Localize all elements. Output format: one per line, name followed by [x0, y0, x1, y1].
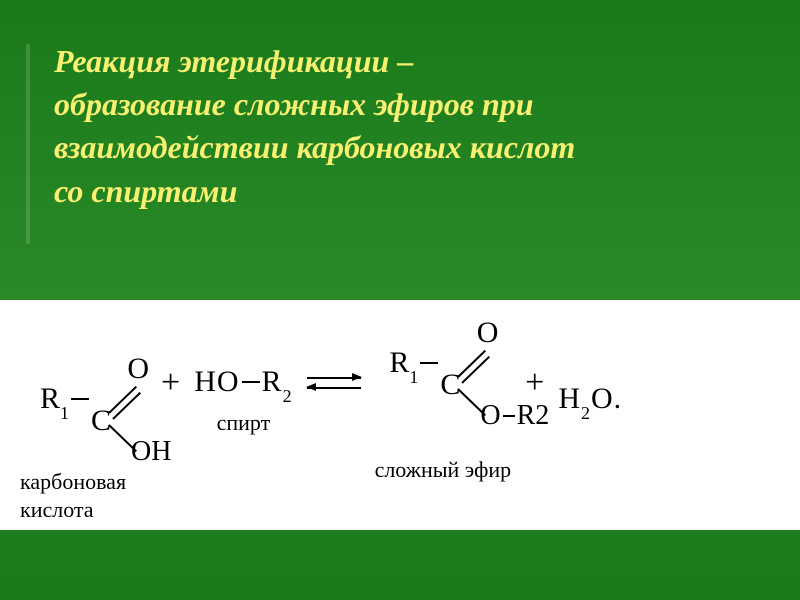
ester-r2-sub: 2 — [535, 400, 549, 431]
water-formula: H2O. — [558, 384, 622, 418]
water-o: O — [591, 382, 614, 415]
acid-c: C — [91, 406, 111, 436]
acid-label-line1: карбоновая — [20, 468, 126, 496]
bond-icon — [71, 398, 89, 400]
ester-r1-sub: 1 — [409, 367, 418, 387]
ester-structure: R1 C O OR2 — [389, 320, 496, 410]
ester-o: O — [480, 400, 500, 431]
alcohol-r: R — [262, 365, 283, 398]
ester-r1-group: R1 — [389, 348, 440, 382]
alcohol-ho: HO — [194, 365, 239, 398]
reaction-equation: R1 C O OH + HOR2 — [40, 320, 780, 482]
ester-carbonyl: C O OR2 — [440, 320, 496, 410]
alcohol-label: спирт — [217, 411, 271, 435]
species-water: H2O. — [558, 384, 622, 418]
species-acid: R1 C O OH — [40, 356, 147, 446]
ester-o-top: O — [477, 318, 499, 348]
ester-o-link: OR2 — [480, 402, 549, 430]
plus-operator: + — [525, 366, 544, 400]
species-alcohol: HO R2 спирт — [194, 367, 292, 435]
bond-icon — [420, 362, 438, 364]
reaction-panel: R1 C O OH + HOR2 — [0, 300, 800, 530]
water-structure: H2O. — [558, 384, 622, 418]
arrowhead-left-icon — [306, 383, 316, 391]
water-h-sub: 2 — [581, 403, 591, 423]
bond-icon — [242, 381, 260, 383]
plus-operator: + — [161, 366, 180, 400]
acid-o-top: O — [127, 354, 149, 384]
title-line-2: образование сложных эфиров при — [54, 83, 752, 126]
acid-structure: R1 C O OH — [40, 356, 147, 446]
acid-r-sub: 1 — [60, 403, 69, 423]
acid-label-line2: кислота — [20, 496, 126, 524]
species-ester: R1 C O OR2 сложный эфир — [375, 320, 512, 482]
acid-r-group: R1 — [40, 384, 91, 418]
title-line-3: взаимодействии карбоновых кислот — [54, 126, 752, 169]
arrowhead-right-icon — [352, 373, 362, 381]
equation-period: . — [614, 382, 623, 415]
water-h: H — [558, 382, 581, 415]
slide: Реакция этерификации – образование сложн… — [0, 0, 800, 600]
ester-r1: R — [389, 346, 409, 379]
alcohol-formula: HOR2 — [194, 367, 292, 401]
ester-r2: R — [517, 400, 536, 431]
acid-r: R — [40, 382, 60, 415]
bond-icon — [503, 415, 515, 417]
equilibrium-arrow-icon — [307, 369, 361, 397]
alcohol-structure: HOR2 — [194, 367, 292, 401]
ester-label: сложный эфир — [375, 458, 512, 482]
accent-bar — [26, 44, 30, 244]
acid-carbonyl: C O OH — [91, 356, 147, 446]
title-line-1: Реакция этерификации – — [54, 40, 752, 83]
slide-title: Реакция этерификации – образование сложн… — [54, 40, 752, 213]
alcohol-r-sub: 2 — [283, 386, 293, 406]
title-line-4: со спиртами — [54, 170, 752, 213]
acid-oh: OH — [131, 438, 171, 466]
acid-label: карбоновая кислота — [20, 468, 126, 523]
